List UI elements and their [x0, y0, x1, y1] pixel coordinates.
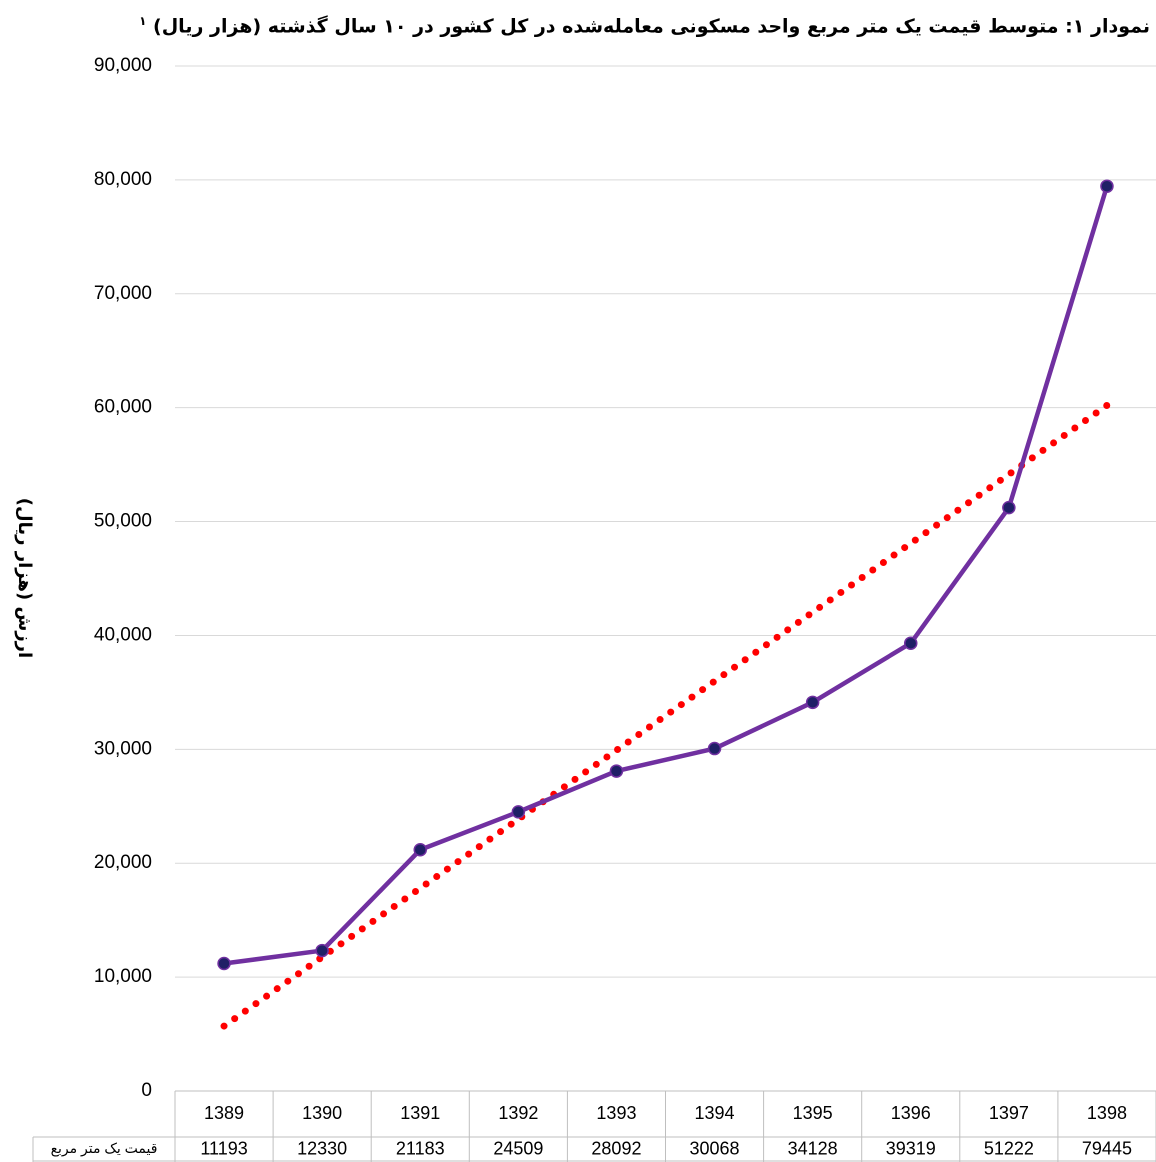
x-tick-label: 1389: [204, 1103, 244, 1123]
table-value: 11193: [200, 1138, 247, 1158]
data-point: [511, 805, 526, 819]
y-tick-label: 40,000: [94, 624, 152, 645]
data-point: [217, 956, 231, 971]
y-tick-label: 60,000: [94, 397, 152, 418]
table-row-header: قیمت یک متر مربع: [51, 1140, 158, 1157]
footnote-mark: ۱: [139, 14, 147, 28]
table-value: 34128: [788, 1138, 838, 1158]
x-tick-label: 1396: [891, 1103, 931, 1123]
data-point: [1100, 179, 1114, 193]
data-point: [1002, 500, 1016, 515]
table-value: 39319: [886, 1138, 936, 1158]
x-tick-label: 1390: [302, 1103, 342, 1123]
x-tick-label: 1393: [596, 1103, 636, 1123]
y-tick-label: 80,000: [94, 169, 152, 190]
x-tick-label: 1397: [989, 1103, 1029, 1123]
y-tick-label: 20,000: [94, 852, 152, 873]
y-tick-label: 10,000: [94, 966, 152, 987]
y-tick-label: 0: [141, 1080, 152, 1101]
table-value: 28092: [591, 1138, 641, 1158]
data-point: [904, 636, 918, 650]
x-tick-label: 1394: [695, 1103, 735, 1123]
x-tick-label: 1391: [400, 1103, 440, 1123]
y-tick-label: 50,000: [94, 511, 152, 532]
x-tick-label: 1398: [1087, 1103, 1127, 1123]
x-tick-label: 1395: [793, 1103, 833, 1123]
data-point: [413, 842, 427, 857]
data-point: [805, 695, 820, 710]
y-axis-label: ارزش (هزار ریال): [14, 498, 35, 658]
data-point: [315, 943, 329, 958]
data-point: [609, 764, 624, 778]
table-value: 30068: [690, 1138, 740, 1158]
trendline: [220, 401, 1111, 1030]
y-tick-label: 70,000: [94, 283, 152, 304]
x-tick-label: 1392: [498, 1103, 538, 1123]
table-value: 21183: [396, 1138, 445, 1158]
table-value: 24509: [493, 1138, 543, 1158]
y-tick-label: 90,000: [94, 55, 152, 76]
table-value: 12330: [297, 1138, 347, 1158]
chart-title-box: نمودار ۱: متوسط قیمت یک متر مربع واحد مس…: [139, 14, 1150, 37]
data-point: [707, 741, 722, 756]
table-value: 79445: [1082, 1138, 1132, 1158]
y-tick-label: 30,000: [94, 738, 152, 759]
series-line: [223, 185, 1110, 966]
table-value: 51222: [984, 1138, 1034, 1158]
chart-title: نمودار ۱: متوسط قیمت یک متر مربع واحد مس…: [153, 15, 1150, 38]
